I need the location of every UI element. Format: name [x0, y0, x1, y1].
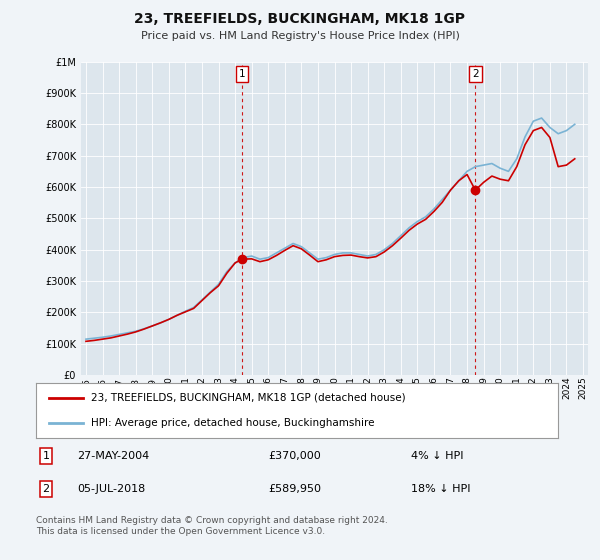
Text: 1: 1	[43, 451, 49, 461]
Text: £589,950: £589,950	[268, 484, 321, 494]
Text: 27-MAY-2004: 27-MAY-2004	[77, 451, 149, 461]
Text: Contains HM Land Registry data © Crown copyright and database right 2024.
This d: Contains HM Land Registry data © Crown c…	[36, 516, 388, 536]
Text: 1: 1	[239, 69, 245, 79]
Text: £370,000: £370,000	[268, 451, 320, 461]
Text: 2: 2	[472, 69, 479, 79]
Text: HPI: Average price, detached house, Buckinghamshire: HPI: Average price, detached house, Buck…	[91, 418, 374, 427]
Text: 18% ↓ HPI: 18% ↓ HPI	[412, 484, 471, 494]
Text: 23, TREEFIELDS, BUCKINGHAM, MK18 1GP (detached house): 23, TREEFIELDS, BUCKINGHAM, MK18 1GP (de…	[91, 393, 406, 403]
Text: Price paid vs. HM Land Registry's House Price Index (HPI): Price paid vs. HM Land Registry's House …	[140, 31, 460, 41]
Text: 23, TREEFIELDS, BUCKINGHAM, MK18 1GP: 23, TREEFIELDS, BUCKINGHAM, MK18 1GP	[134, 12, 466, 26]
Text: 2: 2	[43, 484, 49, 494]
Text: 4% ↓ HPI: 4% ↓ HPI	[412, 451, 464, 461]
Text: 05-JUL-2018: 05-JUL-2018	[77, 484, 146, 494]
